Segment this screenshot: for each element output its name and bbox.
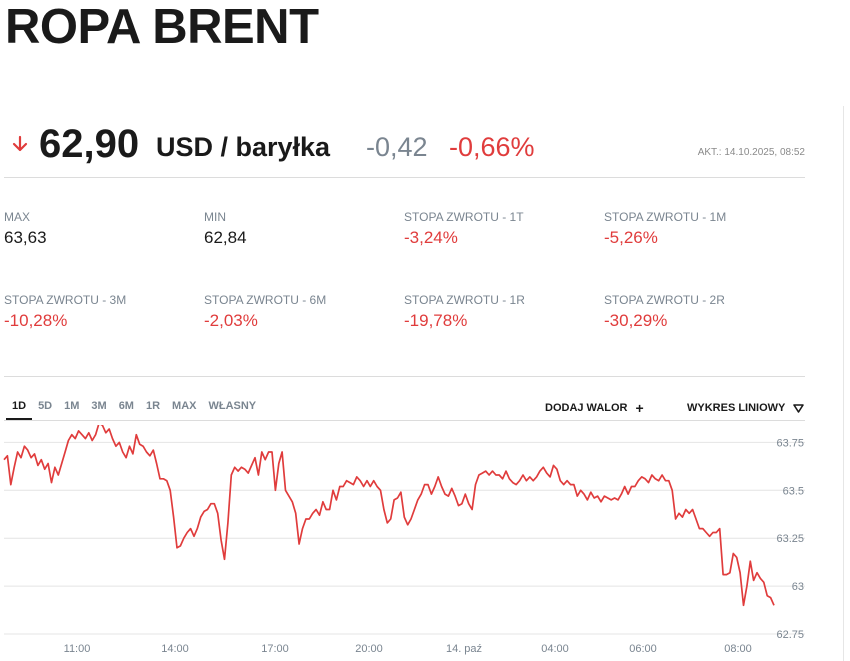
tabs-underline <box>4 420 805 421</box>
stat-label: STOPA ZWROTU - 6M <box>204 293 327 307</box>
x-tick-label: 17:00 <box>261 643 289 655</box>
tab-range-3m[interactable]: 3M <box>91 400 107 412</box>
add-asset-button[interactable]: DODAJ WALOR + <box>545 399 644 416</box>
stat-value: -30,29% <box>604 311 668 330</box>
change-absolute: -0,42 <box>366 132 428 162</box>
y-tick-label: 63 <box>792 581 804 593</box>
stat-label: MAX <box>4 210 31 224</box>
divider <box>4 376 805 377</box>
page-title: ROPA BRENT <box>5 0 319 54</box>
chart-type-dropdown[interactable]: WYKRES LINIOWY <box>687 402 805 414</box>
last-updated: AKT.: 14.10.2025, 08:52 <box>697 147 805 158</box>
arrow-down-icon <box>12 135 28 152</box>
stat-item: STOPA ZWROTU - 1R -19,78% <box>404 292 594 332</box>
tab-range-6m[interactable]: 6M <box>118 400 134 412</box>
tab-range-max[interactable]: MAX <box>172 400 197 412</box>
right-divider <box>843 106 844 661</box>
stat-value: -5,26% <box>604 228 658 247</box>
stat-item: STOPA ZWROTU - 2R -30,29% <box>604 292 794 332</box>
price-value: 62,90 <box>39 122 140 166</box>
stat-value: -3,24% <box>404 228 458 247</box>
stat-value: -19,78% <box>404 311 468 330</box>
x-tick-label: 06:00 <box>629 643 657 655</box>
tab-range-1d[interactable]: 1D <box>6 398 33 420</box>
stat-value: 63,63 <box>4 228 47 247</box>
stat-value: 62,84 <box>204 228 247 247</box>
x-tick-label: 04:00 <box>541 643 569 655</box>
price-chart[interactable]: 62.75 63 63.25 63.5 63.75 11:00 14:00 17:00 20:0… <box>0 425 850 661</box>
divider <box>4 177 805 178</box>
tab-range-1m[interactable]: 1M <box>64 400 80 412</box>
tab-range-1r[interactable]: 1R <box>145 400 161 412</box>
stat-label: STOPA ZWROTU - 1R <box>404 293 525 307</box>
add-asset-label: DODAJ WALOR <box>545 402 628 414</box>
stat-label: MIN <box>204 210 226 224</box>
stat-label: STOPA ZWROTU - 1T <box>404 210 524 224</box>
chart-type-label: WYKRES LINIOWY <box>687 402 786 414</box>
y-tick-label: 63.75 <box>776 437 804 449</box>
stat-item: MAX 63,63 <box>4 209 194 249</box>
tab-range-własny[interactable]: WŁASNY <box>208 400 257 412</box>
range-tabs: 1D 5D 1M 3M 6M 1R MAX WŁASNY <box>6 398 262 420</box>
x-tick-label: 08:00 <box>724 643 752 655</box>
price-unit: USD / baryłka <box>156 132 331 162</box>
y-tick-label: 62.75 <box>776 629 804 641</box>
plus-icon: + <box>635 399 644 416</box>
x-tick-label: 14:00 <box>161 643 189 655</box>
stat-label: STOPA ZWROTU - 3M <box>4 293 127 307</box>
x-tick-label: 20:00 <box>355 643 383 655</box>
y-tick-label: 63.5 <box>783 485 804 497</box>
stat-value: -10,28% <box>4 311 68 330</box>
x-tick-label: 14. paź <box>446 643 482 655</box>
y-tick-label: 63.25 <box>776 533 804 545</box>
stat-label: STOPA ZWROTU - 1M <box>604 210 727 224</box>
quote-row: 62,90 USD / baryłka -0,42 -0,66% AKT.: 1… <box>10 120 805 172</box>
stat-item: STOPA ZWROTU - 3M -10,28% <box>4 292 194 332</box>
stat-item: STOPA ZWROTU - 1T -3,24% <box>404 209 594 249</box>
stat-label: STOPA ZWROTU - 2R <box>604 293 725 307</box>
stat-item: STOPA ZWROTU - 6M -2,03% <box>204 292 394 332</box>
triangle-down-icon <box>793 403 805 413</box>
x-tick-label: 11:00 <box>64 643 91 655</box>
tab-range-5d[interactable]: 5D <box>38 400 53 412</box>
change-percent: -0,66% <box>449 132 535 162</box>
stat-item: MIN 62,84 <box>204 209 394 249</box>
stat-value: -2,03% <box>204 311 258 330</box>
stat-item: STOPA ZWROTU - 1M -5,26% <box>604 209 794 249</box>
series-line <box>3 425 775 607</box>
